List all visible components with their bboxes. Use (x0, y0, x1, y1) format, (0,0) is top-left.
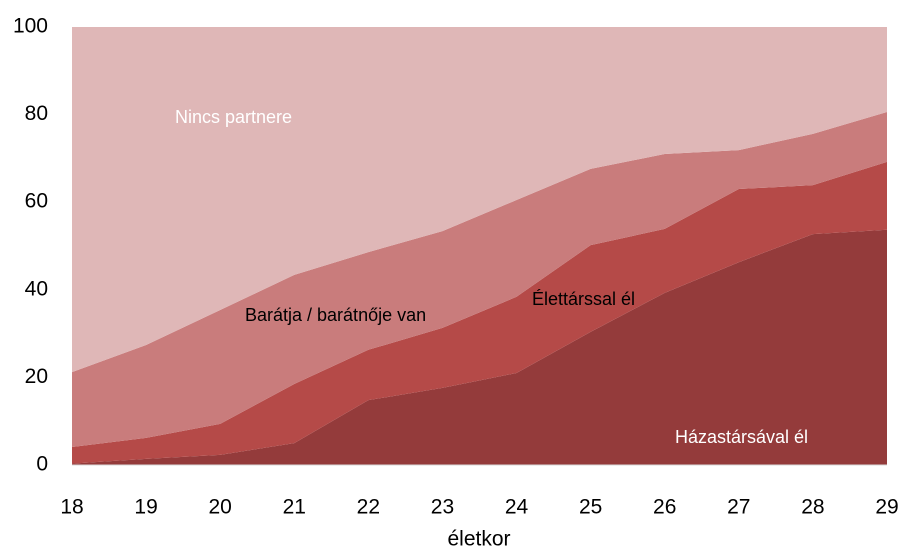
x-tick-label: 19 (134, 496, 157, 519)
x-tick-label: 23 (431, 496, 454, 519)
y-tick-label: 0 (36, 453, 48, 476)
x-tick-label: 29 (875, 496, 898, 519)
x-tick-label: 27 (727, 496, 750, 519)
y-tick-label: 20 (25, 365, 48, 388)
y-tick-label: 100 (13, 15, 48, 38)
y-tick-label: 80 (25, 102, 48, 125)
series-label: Barátja / barátnője van (245, 305, 426, 325)
series-label: Élettárssal él (532, 289, 635, 309)
area (72, 229, 887, 465)
y-tick-label: 40 (25, 277, 48, 300)
x-tick-label: 28 (801, 496, 824, 519)
x-tick-label: 26 (653, 496, 676, 519)
area (72, 161, 887, 464)
x-tick-label: 20 (209, 496, 232, 519)
area (72, 27, 887, 373)
x-axis-label: életkor (447, 528, 510, 551)
x-tick-label: 24 (505, 496, 529, 519)
series-label: Házastársával él (675, 427, 808, 447)
x-tick-label: 25 (579, 496, 602, 519)
series-label: Nincs partnere (175, 107, 292, 127)
y-tick-label: 60 (25, 190, 48, 213)
x-tick-label: 22 (357, 496, 380, 519)
x-tick-label: 18 (60, 496, 83, 519)
area (72, 111, 887, 448)
x-tick-label: 21 (283, 496, 306, 519)
